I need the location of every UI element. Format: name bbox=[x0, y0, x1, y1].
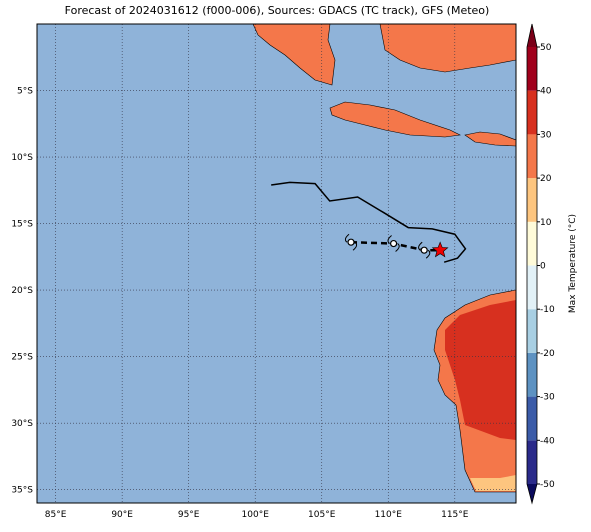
islands bbox=[464, 131, 516, 147]
colorbar-segment bbox=[527, 440, 537, 484]
colorbar-segment bbox=[527, 352, 537, 397]
y-tick-label: 30°S bbox=[11, 419, 33, 429]
sumatra bbox=[252, 24, 336, 86]
colorbar-tick-label: 10 bbox=[540, 218, 552, 228]
past-track bbox=[271, 181, 467, 263]
storm-position bbox=[431, 241, 449, 258]
colorbar-tick-label: 30 bbox=[540, 130, 552, 140]
x-tick-label: 105°E bbox=[308, 510, 336, 520]
colorbar-label: Max Temperature (°C) bbox=[568, 214, 578, 313]
colorbar-tick-label: -40 bbox=[540, 436, 555, 446]
colorbar-segment bbox=[527, 309, 537, 353]
colorbar-segment bbox=[527, 221, 537, 266]
colorbar-tick-label: 40 bbox=[540, 87, 552, 97]
x-tick-label: 85°E bbox=[45, 510, 67, 520]
x-tick-label: 115°E bbox=[441, 510, 469, 520]
x-tick-label: 90°E bbox=[111, 510, 133, 520]
colorbar-tick-label: -50 bbox=[540, 480, 555, 490]
colorbar-tick-label: -20 bbox=[540, 349, 555, 359]
colorbar-tick-label: -10 bbox=[540, 305, 555, 315]
colorbar-segment bbox=[527, 178, 537, 222]
forecast-point bbox=[420, 246, 428, 254]
colorbar-segment bbox=[527, 396, 537, 441]
cyclone-symbol bbox=[387, 235, 400, 252]
colorbar-tick-label: 20 bbox=[540, 174, 552, 184]
colorbar-segment bbox=[527, 47, 537, 91]
forecast-point bbox=[347, 238, 355, 246]
colorbar-segment bbox=[527, 90, 537, 135]
australia-hot bbox=[445, 300, 516, 440]
australia-mild bbox=[470, 475, 516, 491]
y-tick-label: 5°S bbox=[17, 87, 33, 97]
y-tick-label: 20°S bbox=[11, 286, 33, 296]
ocean bbox=[37, 24, 516, 503]
land bbox=[252, 24, 516, 493]
y-tick-label: 10°S bbox=[11, 153, 33, 163]
colorbar-segment bbox=[527, 134, 537, 179]
colorbar-under bbox=[527, 484, 537, 503]
x-tick-label: 95°E bbox=[178, 510, 200, 520]
cyclone-symbol bbox=[344, 233, 358, 251]
colorbar-tick-label: 50 bbox=[540, 43, 552, 53]
forecast-track bbox=[350, 240, 441, 252]
forecast-point bbox=[389, 239, 398, 248]
y-tick-label: 25°S bbox=[11, 353, 33, 363]
borneo bbox=[379, 24, 516, 73]
x-tick-label: 100°E bbox=[242, 510, 270, 520]
cyclone-symbol bbox=[418, 241, 431, 259]
colorbar-tick-label: -30 bbox=[540, 393, 555, 403]
map-title: Forecast of 2024031612 (f000-006), Sourc… bbox=[65, 4, 490, 17]
y-tick-label: 15°S bbox=[11, 220, 33, 230]
y-tick-label: 35°S bbox=[11, 486, 33, 496]
colorbar-over bbox=[527, 24, 537, 47]
x-tick-label: 110°E bbox=[375, 510, 403, 520]
java bbox=[329, 101, 462, 138]
colorbar-tick-label: 0 bbox=[540, 262, 546, 272]
map-frame bbox=[36, 23, 517, 504]
colorbar-segment bbox=[527, 265, 537, 310]
